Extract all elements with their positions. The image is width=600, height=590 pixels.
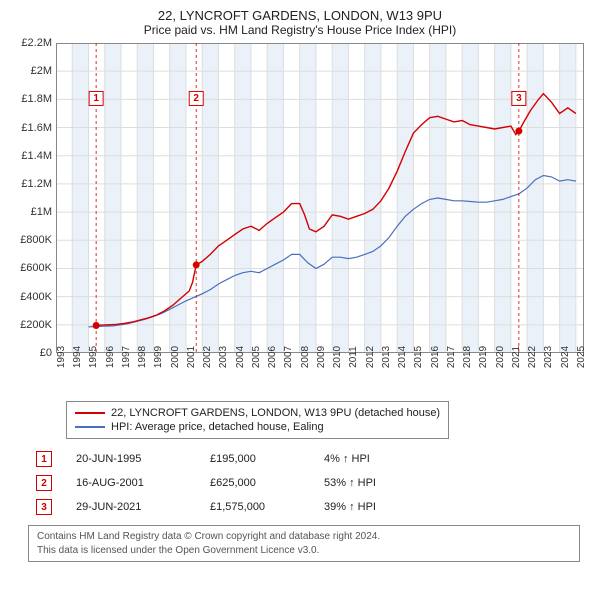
x-tick-label: 2003 — [218, 346, 229, 368]
chart-svg: 1 2 3 — [56, 43, 584, 353]
legend-item-price-paid: 22, LYNCROFT GARDENS, LONDON, W13 9PU (d… — [75, 406, 440, 420]
transaction-price: £625,000 — [210, 477, 300, 489]
x-tick-label: 1998 — [137, 346, 148, 368]
chart-container: 22, LYNCROFT GARDENS, LONDON, W13 9PU Pr… — [0, 0, 600, 568]
transaction-table: 1 20-JUN-1995 £195,000 4% ↑ HPI 2 16-AUG-2001… — [36, 447, 580, 519]
x-tick-label: 2014 — [397, 346, 408, 368]
x-tick-label: 2025 — [576, 346, 587, 368]
svg-text:3: 3 — [516, 93, 522, 104]
svg-text:2: 2 — [193, 93, 199, 104]
legend-swatch-red — [75, 412, 105, 414]
transaction-delta: 53% ↑ HPI — [324, 477, 414, 489]
x-tick-label: 2024 — [560, 346, 571, 368]
transaction-marker: 3 — [36, 499, 52, 515]
x-tick-label: 2018 — [462, 346, 473, 368]
legend-item-hpi: HPI: Average price, detached house, Eali… — [75, 420, 440, 434]
transaction-price: £1,575,000 — [210, 501, 300, 513]
x-tick-label: 1999 — [153, 346, 164, 368]
transaction-date: 29-JUN-2021 — [76, 501, 186, 513]
y-tick-label: £200K — [20, 319, 52, 331]
svg-text:1: 1 — [93, 93, 99, 104]
x-tick-label: 2006 — [267, 346, 278, 368]
x-tick-label: 2019 — [478, 346, 489, 368]
x-tick-label: 2023 — [543, 346, 554, 368]
x-tick-label: 2021 — [511, 346, 522, 368]
transaction-delta: 4% ↑ HPI — [324, 453, 414, 465]
y-tick-label: £1.6M — [21, 122, 52, 134]
transaction-delta: 39% ↑ HPI — [324, 501, 414, 513]
x-tick-label: 2010 — [332, 346, 343, 368]
y-tick-label: £1.2M — [21, 178, 52, 190]
y-tick-label: £0 — [40, 347, 52, 359]
legend-swatch-blue — [75, 426, 105, 428]
footer-attribution: Contains HM Land Registry data © Crown c… — [28, 525, 580, 562]
x-tick-label: 1994 — [72, 346, 83, 368]
x-tick-label: 2001 — [186, 346, 197, 368]
x-tick-label: 2012 — [365, 346, 376, 368]
x-tick-label: 2008 — [300, 346, 311, 368]
x-tick-label: 2015 — [413, 346, 424, 368]
x-tick-label: 1997 — [121, 346, 132, 368]
x-tick-label: 2004 — [235, 346, 246, 368]
transaction-row: 3 29-JUN-2021 £1,575,000 39% ↑ HPI — [36, 495, 580, 519]
y-tick-label: £1.4M — [21, 150, 52, 162]
x-tick-label: 2005 — [251, 346, 262, 368]
x-tick-label: 2011 — [348, 346, 359, 368]
chart-subtitle: Price paid vs. HM Land Registry's House … — [10, 23, 590, 37]
x-axis-ticks: 1993199419951996199719981999200020012002… — [56, 353, 584, 395]
x-tick-label: 2000 — [170, 346, 181, 368]
footer-line-2: This data is licensed under the Open Gov… — [37, 544, 571, 558]
x-tick-label: 2017 — [446, 346, 457, 368]
y-tick-label: £1.8M — [21, 93, 52, 105]
y-tick-label: £2M — [31, 65, 52, 77]
y-tick-label: £2.2M — [21, 37, 52, 49]
legend-label-hpi: HPI: Average price, detached house, Eali… — [111, 421, 324, 433]
x-tick-label: 1996 — [105, 346, 116, 368]
footer-line-1: Contains HM Land Registry data © Crown c… — [37, 530, 571, 544]
transaction-date: 16-AUG-2001 — [76, 477, 186, 489]
transaction-date: 20-JUN-1995 — [76, 453, 186, 465]
transaction-marker: 1 — [36, 451, 52, 467]
y-tick-label: £1M — [31, 206, 52, 218]
x-tick-label: 2013 — [381, 346, 392, 368]
x-tick-label: 1995 — [88, 346, 99, 368]
transaction-marker: 2 — [36, 475, 52, 491]
transaction-price: £195,000 — [210, 453, 300, 465]
x-tick-label: 2002 — [202, 346, 213, 368]
transaction-row: 2 16-AUG-2001 £625,000 53% ↑ HPI — [36, 471, 580, 495]
x-tick-label: 1993 — [56, 346, 67, 368]
x-tick-label: 2020 — [495, 346, 506, 368]
x-tick-label: 2007 — [283, 346, 294, 368]
y-tick-label: £400K — [20, 291, 52, 303]
y-tick-label: £800K — [20, 234, 52, 246]
legend-label-price-paid: 22, LYNCROFT GARDENS, LONDON, W13 9PU (d… — [111, 407, 440, 419]
legend: 22, LYNCROFT GARDENS, LONDON, W13 9PU (d… — [66, 401, 449, 439]
x-tick-label: 2016 — [430, 346, 441, 368]
x-tick-label: 2009 — [316, 346, 327, 368]
x-tick-label: 2022 — [527, 346, 538, 368]
plot-region: 123 £0£200K£400K£600K£800K£1M£1.2M£1.4M£… — [56, 43, 584, 353]
transaction-row: 1 20-JUN-1995 £195,000 4% ↑ HPI — [36, 447, 580, 471]
y-tick-label: £600K — [20, 262, 52, 274]
chart-title: 22, LYNCROFT GARDENS, LONDON, W13 9PU — [10, 8, 590, 23]
